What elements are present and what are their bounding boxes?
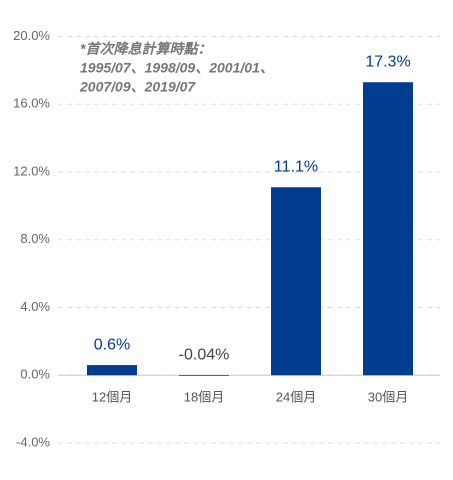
value-label: 0.6% — [94, 336, 130, 353]
y-tick-label: -4.0% — [16, 434, 50, 449]
value-label: 11.1% — [274, 158, 318, 175]
annotation: *首次降息計算時點： — [80, 41, 211, 57]
x-tick-label: 30個月 — [368, 389, 408, 404]
bar — [363, 82, 413, 376]
x-tick-label: 12個月 — [92, 389, 132, 404]
y-tick-label: 16.0% — [13, 96, 50, 111]
y-tick-label: 8.0% — [20, 231, 50, 246]
annotation: 1995/07、1998/09、2001/01、 — [80, 60, 274, 76]
x-tick-label: 18個月 — [184, 389, 224, 404]
value-label: 17.3% — [365, 53, 410, 70]
bar — [271, 187, 321, 376]
annotation: 2007/09、2019/07 — [79, 79, 196, 95]
y-tick-label: 0.0% — [20, 367, 50, 382]
bar — [179, 375, 229, 376]
value-label: -0.04% — [179, 346, 230, 363]
bar — [87, 365, 137, 376]
y-tick-label: 4.0% — [20, 299, 50, 314]
y-tick-label: 12.0% — [13, 163, 50, 178]
y-tick-label: 20.0% — [13, 28, 50, 43]
x-tick-label: 24個月 — [276, 389, 316, 404]
